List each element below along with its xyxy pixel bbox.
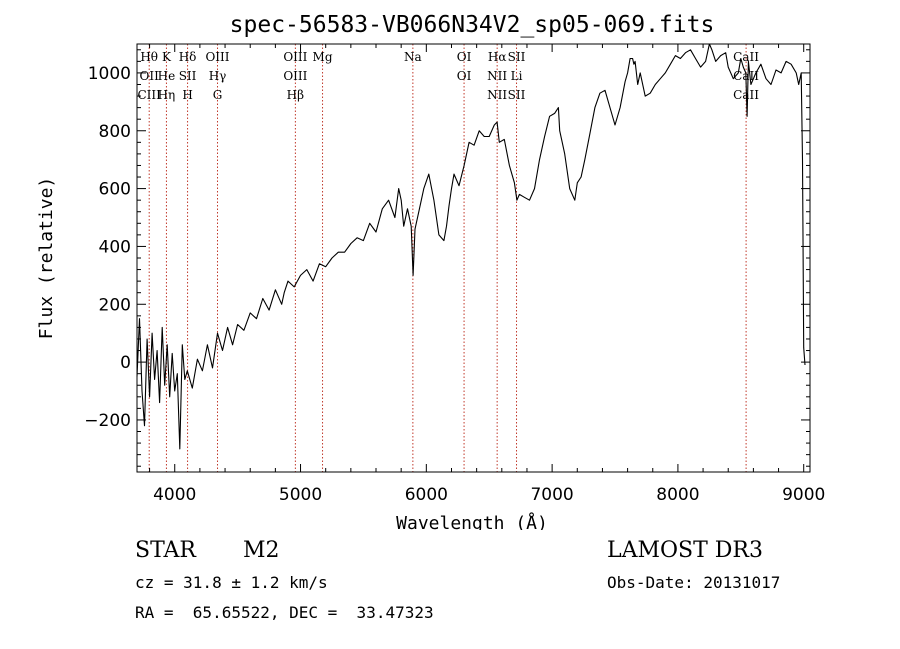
line-marker-label: Hθ <box>140 50 158 64</box>
line-marker-label: OII <box>140 69 160 83</box>
line-marker-label: CIII <box>137 88 161 102</box>
line-marker-label: SII <box>508 50 526 64</box>
line-marker-label: Li <box>511 69 523 83</box>
y-tick-label: −200 <box>84 411 131 431</box>
line-marker-label: SII <box>179 69 197 83</box>
line-marker-label: Hγ <box>209 69 227 83</box>
line-marker-label: G <box>213 88 223 102</box>
line-marker-label: OIII <box>283 50 307 64</box>
line-marker-label: OI <box>457 69 472 83</box>
line-marker-label: He <box>158 69 176 83</box>
spectrum-chart: spec-56583-VB066N34V2_sp05-069.fits Hθ OI… <box>36 12 825 530</box>
chart-title: spec-56583-VB066N34V2_sp05-069.fits <box>230 12 715 38</box>
line-marker-label: CaII <box>733 50 759 64</box>
line-marker-label: Na <box>404 50 422 64</box>
coordinates-line: RA = 65.65522, DEC = 33.47323 <box>135 603 434 622</box>
line-marker-label: NII <box>487 88 507 102</box>
line-marker-label: SII <box>508 88 526 102</box>
plot-frame <box>136 43 811 473</box>
x-tick-label: 6000 <box>405 485 448 505</box>
survey-name: LAMOST DR3 <box>607 538 763 563</box>
obs-date-line: Obs-Date: 20131017 <box>607 573 781 592</box>
x-tick-label: 7000 <box>530 485 573 505</box>
line-marker-label: H <box>182 88 192 102</box>
x-tick-label: 9000 <box>782 485 825 505</box>
x-tick-label: 5000 <box>279 485 322 505</box>
y-tick-label: 600 <box>99 180 131 200</box>
line-marker-label: Mg <box>313 50 333 64</box>
y-tick-label: 400 <box>99 237 131 257</box>
line-marker-label: Hη <box>158 88 176 102</box>
y-tick-label: 800 <box>99 122 131 142</box>
y-tick-label: 200 <box>99 295 131 315</box>
line-marker-label: OIII <box>283 69 307 83</box>
line-marker-label: Hα <box>488 50 507 64</box>
line-marker-label: NII <box>487 69 507 83</box>
line-marker-label: Hδ <box>179 50 197 64</box>
y-tick-label: 1000 <box>88 64 131 84</box>
y-tick-label: 0 <box>120 353 131 373</box>
redshift-line: cz = 31.8 ± 1.2 km/s <box>135 573 328 592</box>
line-marker-label: OI <box>457 50 472 64</box>
object-type: STAR <box>135 538 196 563</box>
line-marker-label: K <box>162 50 172 64</box>
x-tick-label: 8000 <box>656 485 699 505</box>
y-axis-label: Flux (relative) <box>36 177 57 340</box>
line-marker-label: Hβ <box>287 88 304 102</box>
flux-series-line <box>136 43 806 450</box>
x-axis-label: Wavelength (Å) <box>396 512 548 530</box>
object-subclass: M2 <box>243 538 280 563</box>
x-tick-label: 4000 <box>153 485 196 505</box>
line-marker-label: OIII <box>205 50 229 64</box>
